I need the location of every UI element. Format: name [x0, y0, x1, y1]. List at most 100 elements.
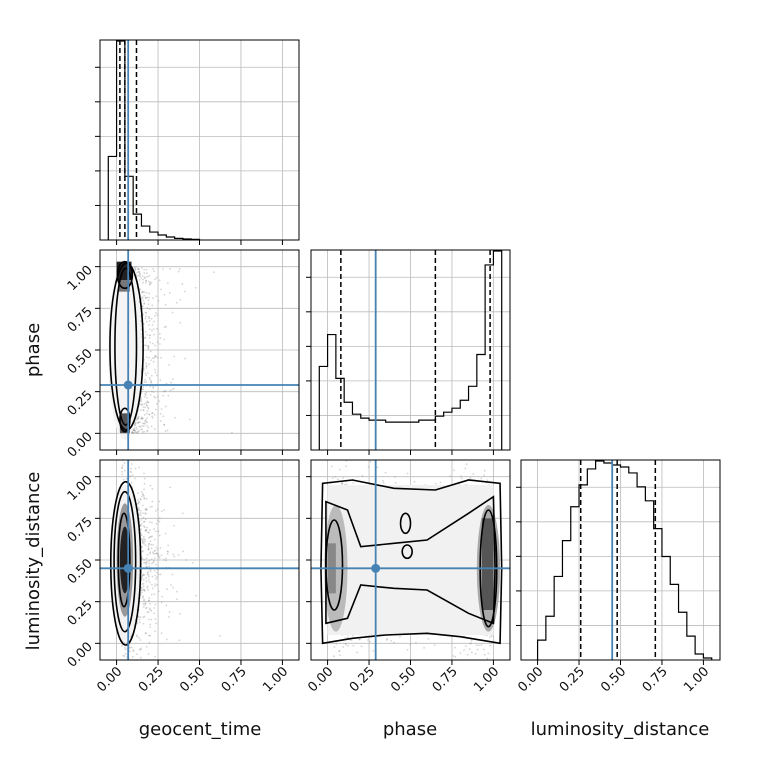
sample-point — [143, 599, 145, 602]
sample-point — [147, 574, 150, 576]
sample-point — [142, 521, 145, 523]
sample-point — [153, 550, 156, 552]
sample-point — [175, 301, 178, 304]
sample-point — [153, 356, 156, 359]
sample-point — [142, 516, 145, 519]
sample-point — [143, 291, 146, 293]
sample-point — [157, 590, 160, 593]
sample-point — [218, 634, 221, 637]
sample-point — [143, 381, 146, 383]
sample-point — [148, 597, 151, 599]
sample-point — [154, 278, 157, 281]
sample-point — [163, 423, 165, 426]
sample-point — [142, 588, 145, 591]
y-tick-label-0: 0.00 — [65, 640, 96, 671]
sample-point — [143, 561, 146, 564]
y-tick-label-3: 0.75 — [65, 305, 96, 336]
sample-point — [142, 540, 144, 543]
panels: 0.00 0.25 0.50 0.75 1.000.000.250.500.751.00… — [65, 39, 721, 695]
sample-point — [144, 508, 147, 511]
sample-point — [164, 532, 167, 535]
sample-point — [129, 646, 131, 649]
sample-point — [153, 368, 156, 371]
sample-point — [150, 535, 152, 538]
sample-point — [154, 396, 157, 399]
sample-point — [168, 363, 171, 366]
sample-point — [132, 648, 135, 651]
sample-point — [143, 482, 146, 485]
sample-point — [152, 552, 155, 555]
sample-point — [478, 644, 480, 647]
sample-point — [154, 371, 157, 374]
sample-point — [138, 268, 140, 271]
sample-point — [151, 357, 154, 360]
histogram-step — [107, 40, 201, 241]
sample-point — [144, 512, 147, 515]
sample-point — [141, 550, 143, 553]
sample-point — [338, 649, 341, 652]
sample-point — [153, 569, 156, 572]
sample-point — [144, 631, 147, 634]
sample-point — [147, 545, 150, 547]
sample-point — [143, 272, 146, 274]
sample-point — [158, 520, 161, 523]
sample-point — [171, 311, 174, 314]
sample-point — [146, 400, 149, 403]
sample-point — [151, 412, 153, 415]
sample-point — [177, 270, 180, 273]
sample-point — [143, 422, 145, 425]
sample-point — [142, 602, 145, 605]
sample-point — [143, 589, 146, 592]
sample-point — [143, 268, 146, 271]
sample-point — [160, 288, 162, 291]
sample-point — [178, 268, 181, 270]
sample-point — [140, 519, 143, 521]
sample-point — [173, 524, 175, 527]
y-tick-label-3: 0.75 — [65, 515, 96, 546]
sample-point — [155, 522, 158, 525]
sample-point — [470, 639, 473, 642]
sample-point — [480, 644, 483, 646]
sample-point — [146, 585, 149, 588]
sample-point — [168, 616, 170, 618]
hist-panel-phase — [306, 249, 511, 455]
sample-point — [145, 320, 148, 323]
sample-point — [144, 509, 147, 512]
sample-point — [122, 478, 125, 481]
sample-point — [486, 479, 489, 482]
sample-point — [148, 275, 151, 277]
x-tick-label-2: 0.50 — [598, 664, 629, 695]
sample-point — [166, 638, 168, 641]
sample-point — [154, 630, 156, 633]
sample-point — [145, 580, 148, 583]
sample-point — [149, 393, 152, 396]
sample-point — [160, 356, 163, 359]
sample-point — [144, 330, 147, 333]
sample-point — [160, 554, 163, 557]
sample-point — [134, 429, 137, 432]
sample-point — [149, 484, 152, 487]
sample-point — [138, 636, 140, 639]
sample-point — [147, 653, 150, 655]
sample-point — [141, 425, 143, 427]
sample-point — [351, 634, 354, 637]
sample-point — [466, 653, 469, 656]
y-tick-label-4: 1.00 — [65, 263, 96, 294]
sample-point — [470, 651, 473, 654]
sample-point — [151, 521, 153, 524]
sample-point — [480, 477, 483, 480]
sample-point — [137, 415, 140, 418]
sample-point — [148, 565, 151, 568]
sample-point — [174, 416, 177, 419]
sample-point — [154, 552, 156, 555]
sample-point — [156, 571, 159, 574]
sample-point — [153, 413, 156, 416]
sample-point — [148, 599, 151, 602]
sample-point — [413, 480, 416, 483]
sample-point — [147, 345, 150, 347]
sample-point — [175, 598, 178, 601]
sample-point — [162, 390, 165, 393]
x-tick-label-2: 0.50 — [177, 664, 208, 695]
sample-point — [140, 491, 143, 493]
sample-point — [141, 539, 144, 542]
